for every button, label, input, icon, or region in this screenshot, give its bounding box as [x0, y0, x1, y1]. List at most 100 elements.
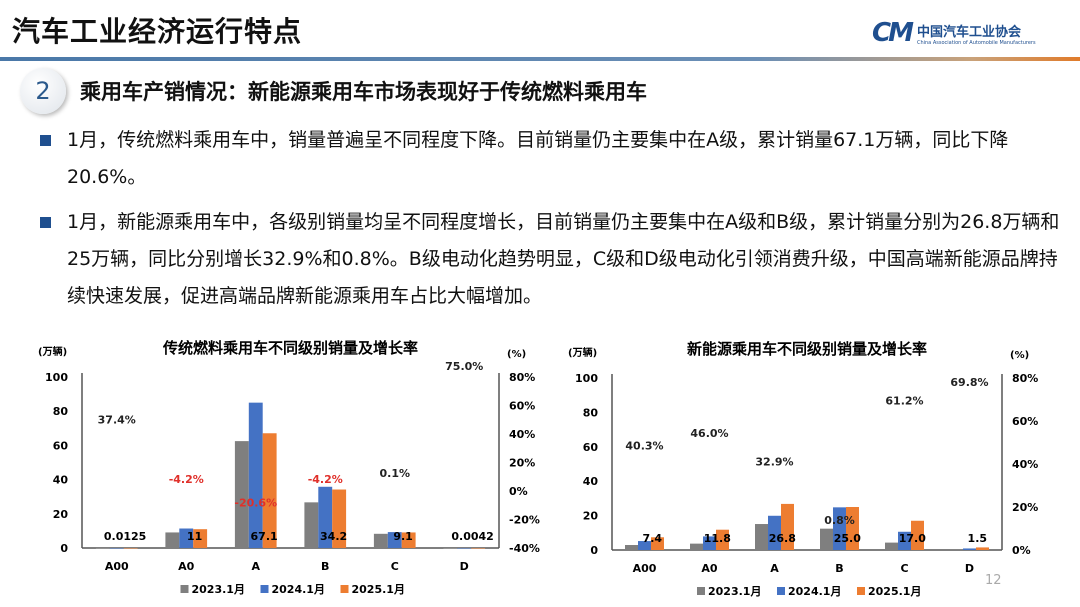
bar-2023.1月 — [950, 549, 963, 550]
y-tick-label: 80 — [583, 406, 599, 419]
bar-2025.1月 — [651, 537, 664, 550]
x-tick-label: A00 — [105, 560, 129, 573]
bar-2025.1月 — [332, 489, 347, 548]
growth-label: 32.9% — [755, 455, 793, 468]
bar-2025.1月 — [262, 433, 277, 548]
x-tick-label: C — [391, 560, 399, 573]
value-label: 9.1 — [393, 530, 413, 543]
growth-label: 46.0% — [690, 427, 728, 440]
header-divider — [0, 57, 1080, 61]
legend-swatch — [777, 587, 785, 595]
legend-swatch — [857, 587, 865, 595]
bar-2024.1月 — [318, 486, 333, 548]
x-tick-label: C — [900, 562, 908, 575]
bar-2024.1月 — [833, 507, 846, 550]
bar-2025.1月 — [976, 547, 989, 550]
bar-2023.1月 — [165, 532, 180, 548]
bar-2024.1月 — [898, 531, 911, 550]
bar-2025.1月 — [911, 520, 924, 550]
bullet-list: 1月，传统燃料乘用车中，销量普遍呈不同程度下降。目前销量仍主要集中在A级，累计销… — [40, 122, 1074, 323]
x-tick-label: A — [251, 560, 260, 573]
legend-swatch — [260, 585, 269, 593]
section-heading: 2 乘用车产销情况：新能源乘用车市场表现好于传统燃料乘用车 — [20, 68, 647, 114]
bar-2023.1月 — [443, 547, 458, 549]
growth-label: 0.8% — [824, 514, 855, 527]
bullet-marker — [40, 135, 51, 146]
legend-label: 2023.1月 — [708, 585, 761, 598]
bar-2024.1月 — [457, 547, 472, 549]
y-tick-label: 80 — [53, 405, 69, 418]
legend-swatch — [697, 587, 705, 595]
growth-label: -4.2% — [308, 473, 343, 486]
bullet-text: 1月，传统燃料乘用车中，销量普遍呈不同程度下降。目前销量仍主要集中在A级，累计销… — [67, 129, 1009, 188]
bar-2023.1月 — [625, 545, 638, 550]
y-tick-label: 100 — [575, 372, 598, 385]
bar-2025.1月 — [123, 547, 138, 549]
y-tick-label: 20 — [53, 508, 69, 521]
logo-mark: CM — [872, 18, 914, 48]
x-tick-label: B — [321, 560, 329, 573]
x-tick-label: A0 — [701, 562, 718, 575]
page-title: 汽车工业经济运行特点 — [12, 15, 303, 48]
y-tick-label: 60 — [53, 439, 69, 452]
chart-title: 新能源乘用车不同级别销量及增长率 — [687, 340, 927, 358]
growth-label: 40.3% — [625, 439, 663, 452]
legend-swatch — [340, 585, 349, 593]
caam-logo: CM 中国汽车工业协会 China Association of Automob… — [872, 18, 1036, 48]
y2-tick-label: 60% — [1012, 415, 1038, 428]
value-label: 11 — [187, 530, 202, 543]
y2-tick-label: 80% — [1012, 372, 1038, 385]
value-label: 7.4 — [643, 532, 663, 545]
bar-2024.1月 — [768, 515, 781, 550]
bar-2024.1月 — [248, 402, 263, 548]
bar-2025.1月 — [193, 529, 208, 548]
growth-label: 0.1% — [379, 467, 410, 480]
bullet-marker — [40, 217, 51, 228]
logo-en: China Association of Automobile Manufact… — [916, 39, 1036, 46]
x-tick-label: D — [965, 562, 974, 575]
y-axis-unit: (万辆) — [568, 346, 597, 359]
y2-tick-label: 40% — [509, 428, 535, 441]
y2-tick-label: 20% — [509, 457, 535, 470]
bar-2023.1月 — [755, 524, 768, 550]
x-tick-label: A — [770, 562, 779, 575]
y2-tick-label: 40% — [1012, 458, 1038, 471]
bar-2023.1月 — [373, 533, 388, 548]
y2-tick-label: -40% — [509, 542, 540, 555]
bar-2023.1月 — [304, 502, 319, 548]
y-axis-unit: (万辆) — [38, 345, 67, 358]
y2-tick-label: 0% — [1012, 544, 1031, 557]
value-label: 34.2 — [320, 530, 347, 543]
y2-axis-unit: (%) — [1010, 350, 1029, 361]
y-tick-label: 0 — [590, 544, 598, 557]
y2-tick-label: 0% — [509, 485, 528, 498]
bar-2024.1月 — [703, 536, 716, 550]
bar-2025.1月 — [716, 529, 729, 550]
bullet-text: 1月，新能源乘用车中，各级别销量均呈不同程度增长，目前销量仍主要集中在A级和B级… — [67, 211, 1060, 307]
legend-label: 2023.1月 — [192, 583, 245, 596]
value-label: 17.0 — [899, 532, 926, 545]
bar-2023.1月 — [820, 528, 833, 550]
y-tick-label: 40 — [583, 475, 599, 488]
legend-label: 2024.1月 — [272, 583, 325, 596]
bar-2024.1月 — [179, 528, 194, 548]
y-tick-label: 20 — [583, 510, 599, 523]
bar-2025.1月 — [781, 503, 794, 550]
growth-label: 75.0% — [445, 360, 483, 373]
bar-2024.1月 — [963, 548, 976, 550]
chart-title: 传统燃料乘用车不同级别销量及增长率 — [162, 339, 418, 357]
value-label: 11.8 — [704, 532, 731, 545]
growth-label: -20.6% — [234, 496, 277, 509]
section-title: 乘用车产销情况：新能源乘用车市场表现好于传统燃料乘用车 — [80, 80, 647, 104]
bullet-item: 1月，新能源乘用车中，各级别销量均呈不同程度增长，目前销量仍主要集中在A级和B级… — [40, 204, 1074, 315]
logo-cn: 中国汽车工业协会 — [916, 24, 1021, 40]
section-number: 2 — [20, 68, 66, 114]
y2-tick-label: 60% — [509, 400, 535, 413]
value-label: 1.5 — [968, 532, 988, 545]
legend-label: 2025.1月 — [868, 585, 921, 598]
bar-2025.1月 — [471, 547, 486, 549]
bar-2023.1月 — [95, 547, 110, 549]
bar-2025.1月 — [401, 532, 416, 548]
x-tick-label: B — [835, 562, 843, 575]
